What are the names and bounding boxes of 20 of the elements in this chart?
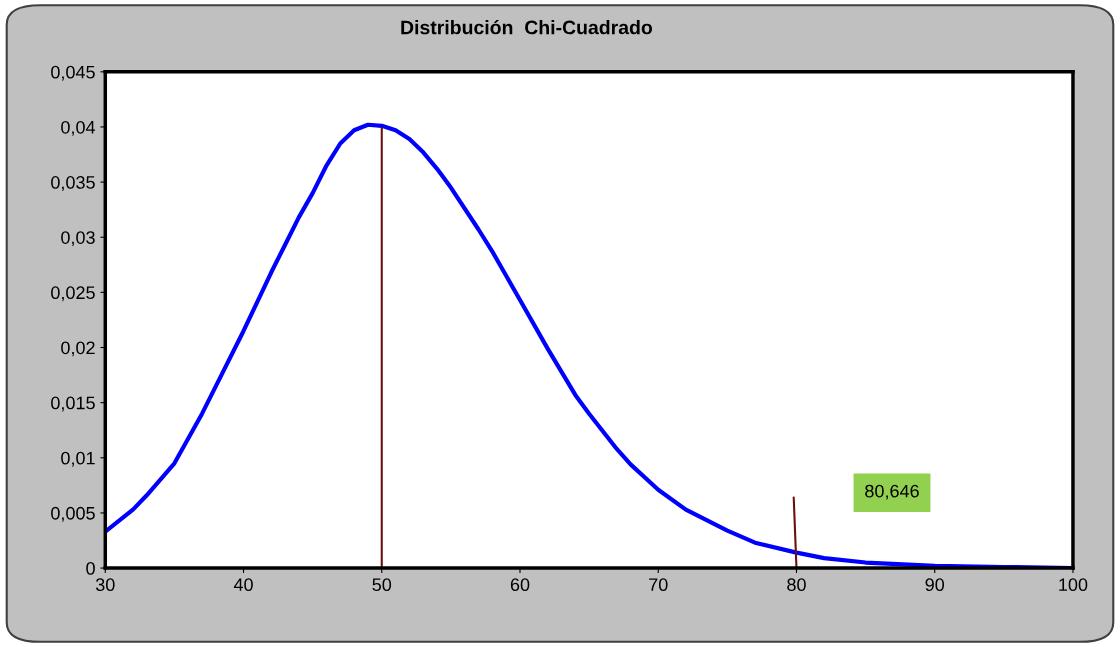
y-tick-label: 0,005	[51, 506, 95, 522]
y-tick-label: 0,01	[61, 451, 95, 467]
x-tick-label: 100	[1059, 578, 1088, 592]
annotation: 80,646	[865, 484, 919, 500]
y-tick-label: 0,02	[61, 341, 95, 357]
y-tick-label: 0,04	[61, 120, 96, 136]
y-tick-label: 0	[86, 562, 95, 575]
y-tick-label: 0,03	[61, 231, 95, 247]
y-tick-label: 0,025	[51, 286, 95, 302]
chart-title: Distribución Chi-Cuadrado	[401, 19, 653, 35]
x-tick-label: 70	[649, 578, 668, 592]
x-tick-label: 80	[787, 578, 806, 592]
y-tick-label: 0,015	[51, 396, 95, 412]
y-tick-label: 0,035	[51, 176, 95, 191]
x-tick-label: 90	[925, 578, 945, 592]
x-tick-label: 50	[372, 578, 392, 592]
x-tick-label: 30	[95, 578, 115, 592]
x-tick-label: 60	[510, 578, 530, 592]
x-tick-label: 40	[233, 578, 253, 592]
y-tick-label: 0,045	[51, 65, 95, 81]
